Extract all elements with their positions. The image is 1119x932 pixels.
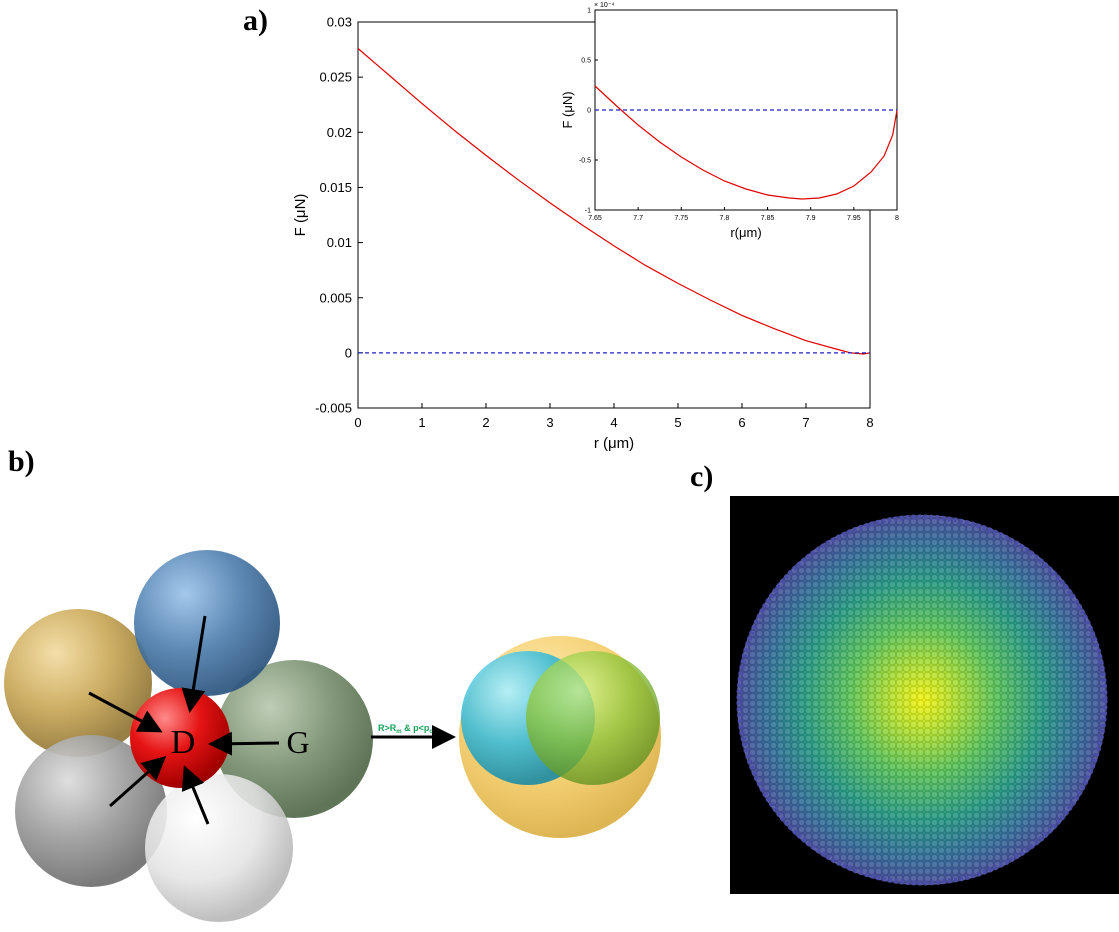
x-tick-label: 0 bbox=[354, 415, 361, 430]
x-tick-label: 4 bbox=[610, 415, 617, 430]
x-tick-label: 7.75 bbox=[674, 215, 688, 222]
label-d: D bbox=[171, 724, 196, 761]
x-tick-label: 7.85 bbox=[761, 215, 775, 222]
x-tick-label: 7.95 bbox=[847, 215, 861, 222]
y-tick-label: 0.01 bbox=[327, 235, 352, 250]
y-tick-label: 0.005 bbox=[319, 290, 352, 305]
inset-chart: 7.65 7.7 7.75 7.8 7.85 7.9 7.95 8 -1 -0.5 0 0.5 1 ×… bbox=[560, 2, 899, 240]
gray-cell bbox=[15, 735, 167, 887]
x-tick-label: 2 bbox=[482, 415, 489, 430]
y-tick-label: 0.03 bbox=[327, 15, 352, 30]
green-cell bbox=[215, 660, 373, 818]
y-tick-label: 0.025 bbox=[319, 70, 352, 85]
inset-x-ticks: 7.65 7.7 7.75 7.8 7.85 7.9 7.95 8 bbox=[588, 207, 899, 222]
inset-series bbox=[594, 85, 898, 200]
force-curve bbox=[357, 48, 871, 355]
tissue-simulation-image bbox=[730, 496, 1119, 894]
y-tick-label: -0.005 bbox=[315, 401, 352, 416]
inset-x-axis-label: r(μm) bbox=[730, 225, 761, 240]
x-tick-label: 7.8 bbox=[720, 215, 730, 222]
y-tick-label: 0 bbox=[587, 107, 591, 114]
cell-colony-rim bbox=[736, 514, 1108, 886]
panel-label-a: a) bbox=[243, 4, 268, 37]
y-tick-label: 0 bbox=[345, 345, 352, 360]
x-tick-label: 1 bbox=[418, 415, 425, 430]
division-condition: R>Rm & p<pc bbox=[378, 723, 433, 735]
main-x-axis-label: r (μm) bbox=[594, 435, 634, 452]
main-series bbox=[357, 48, 871, 355]
gold-cell bbox=[4, 609, 152, 757]
y-tick-label: -1 bbox=[585, 207, 591, 214]
y-tick-label: -0.5 bbox=[579, 157, 591, 164]
label-g: G bbox=[286, 724, 309, 760]
x-tick-label: 7.9 bbox=[806, 215, 816, 222]
x-tick-label: 8 bbox=[866, 415, 873, 430]
y-tick-label: 1 bbox=[587, 7, 591, 14]
main-y-ticks: -0.005 0 0.005 0.01 0.015 0.02 0.025 0.03 bbox=[315, 15, 363, 416]
arrow-from-upper-left bbox=[88, 691, 163, 733]
y-tick-label: 0.02 bbox=[327, 125, 352, 140]
force-arrows bbox=[88, 615, 280, 825]
x-tick-label: 6 bbox=[738, 415, 745, 430]
cell-colony-texture bbox=[737, 515, 1107, 885]
x-tick-label: 7 bbox=[802, 415, 809, 430]
arrow-from-bottom bbox=[181, 765, 210, 825]
daughter-cell-green bbox=[526, 651, 660, 785]
inset-y-axis-label: F (μN) bbox=[560, 91, 575, 128]
main-y-axis-label: F (μN) bbox=[292, 194, 309, 237]
arrow-from-lower-left bbox=[109, 756, 167, 808]
x-tick-label: 7.7 bbox=[633, 215, 643, 222]
arrow-from-right bbox=[208, 731, 280, 756]
cell-division-diagram: D G R>Rm & p<pc bbox=[4, 550, 661, 922]
y-tick-label: 0.5 bbox=[581, 57, 591, 64]
x-tick-label: 8 bbox=[895, 215, 899, 222]
main-x-ticks: 0 1 2 3 4 5 6 7 8 bbox=[354, 403, 874, 430]
panel-label-c: c) bbox=[690, 460, 714, 493]
force-curve bbox=[594, 85, 898, 200]
inset-exponent-label: × 10⁻⁴ bbox=[594, 2, 615, 9]
x-tick-label: 5 bbox=[674, 415, 681, 430]
y-tick-label: 0.015 bbox=[319, 180, 352, 195]
x-tick-label: 3 bbox=[546, 415, 553, 430]
blue-cell bbox=[134, 550, 280, 696]
white-cell bbox=[145, 774, 293, 922]
x-tick-label: 7.65 bbox=[588, 215, 602, 222]
panel-label-b: b) bbox=[8, 445, 35, 478]
arrow-from-top bbox=[181, 615, 207, 713]
